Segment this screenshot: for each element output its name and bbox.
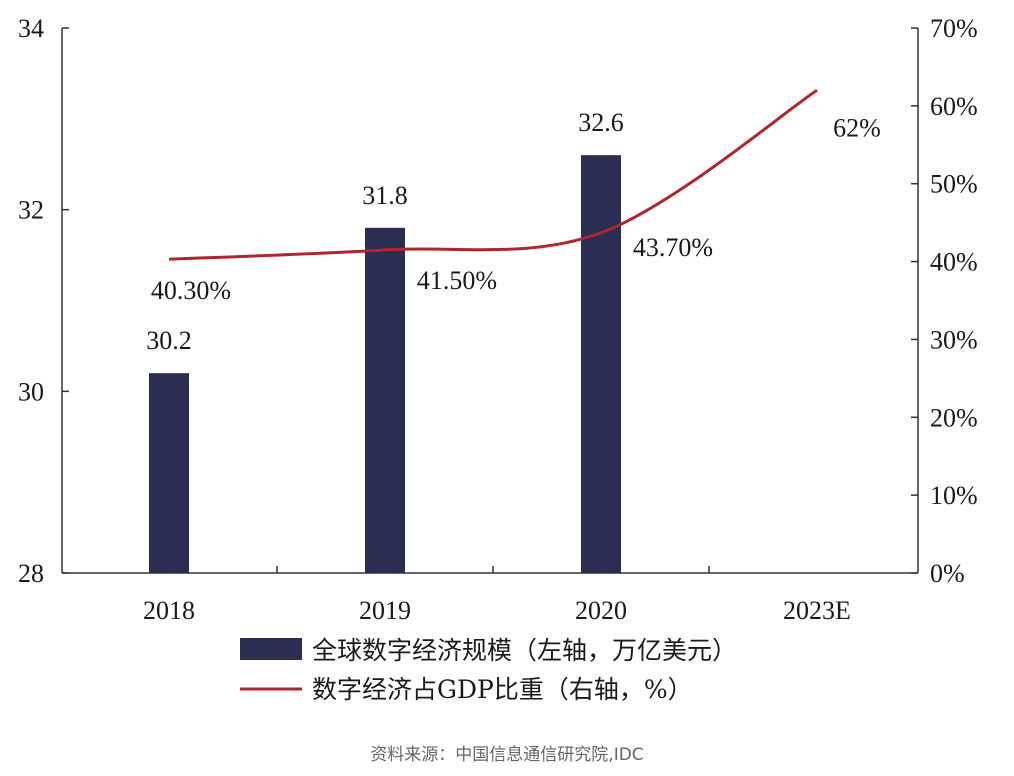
legend-bar-swatch xyxy=(240,638,302,660)
left-tick-label: 34 xyxy=(18,14,44,43)
right-tick-label: 70% xyxy=(930,14,978,43)
gdp-share-line xyxy=(168,89,818,261)
left-tick-label: 30 xyxy=(18,377,44,406)
line-data-label: 40.30% xyxy=(151,276,231,305)
bar-data-label: 30.2 xyxy=(146,326,192,355)
legend: 全球数字经济规模（左轴，万亿美元） 数字经济占GDP比重（右轴，%） xyxy=(240,636,737,704)
right-tick-label: 50% xyxy=(930,170,978,199)
axes: 28 30 32 34 0% 10% 20% 30% 40% 50% 60% 70% 2018 2019 2… xyxy=(18,14,978,625)
source-note: 资料来源：中国信息通信研究院,IDC xyxy=(370,745,643,765)
x-tick-label: 2020 xyxy=(575,596,627,625)
line-series xyxy=(168,89,818,261)
right-tick-label: 60% xyxy=(930,92,978,121)
left-tick-label: 28 xyxy=(18,559,44,588)
line-data-label: 62% xyxy=(833,113,881,142)
legend-bar-label: 全球数字经济规模（左轴，万亿美元） xyxy=(312,636,737,665)
right-tick-label: 20% xyxy=(930,403,978,432)
x-tick-label: 2019 xyxy=(359,596,411,625)
bar xyxy=(581,155,621,573)
bar xyxy=(365,227,405,574)
left-tick-label: 32 xyxy=(18,196,44,225)
bar-data-label: 32.6 xyxy=(578,108,624,137)
bar xyxy=(149,373,189,573)
x-tick-label: 2018 xyxy=(143,596,195,625)
right-tick-label: 40% xyxy=(930,248,978,277)
bar-data-label: 31.8 xyxy=(362,181,408,210)
right-tick-label: 30% xyxy=(930,325,978,354)
line-data-label: 43.70% xyxy=(633,233,713,262)
legend-line-label: 数字经济占GDP比重（右轴，%） xyxy=(312,675,693,704)
x-tick-label: 2023E xyxy=(783,596,851,625)
right-tick-label: 10% xyxy=(930,481,978,510)
right-tick-label: 0% xyxy=(930,559,965,588)
bar-series xyxy=(149,155,621,574)
data-labels: 30.2 31.8 32.6 40.30% 41.50% 43.70% 62% xyxy=(146,108,881,355)
line-data-label: 41.50% xyxy=(417,266,497,295)
